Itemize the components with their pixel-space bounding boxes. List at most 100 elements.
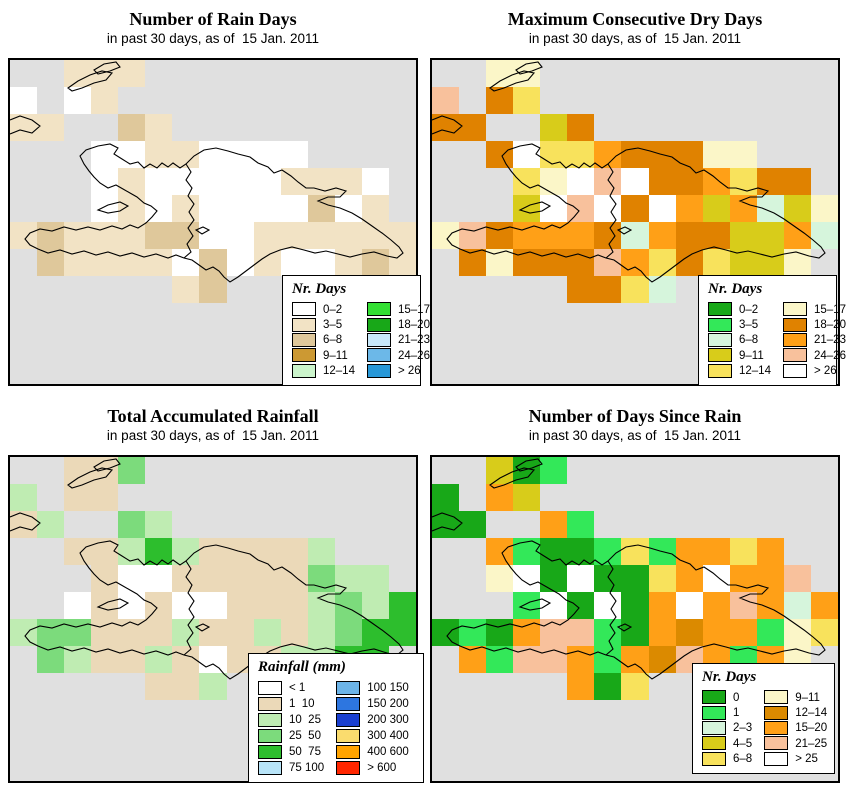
map-cell <box>540 538 568 565</box>
map-cell <box>199 700 226 727</box>
legend-swatch <box>366 363 391 378</box>
map-cell <box>486 249 514 276</box>
map-cell <box>513 357 540 384</box>
map-cell <box>91 457 119 484</box>
map-cell <box>648 646 676 673</box>
legend-swatch <box>336 760 361 775</box>
map-cell <box>459 168 486 195</box>
map-cell <box>567 727 594 754</box>
map-cell <box>540 511 568 538</box>
legend-row: 15–17 <box>782 302 846 317</box>
map-cell <box>334 168 362 195</box>
map-cell <box>432 592 459 619</box>
map-cell <box>308 484 335 511</box>
panel-subtitle: in past 30 days, as of 15 Jan. 2011 <box>106 31 320 46</box>
map-cell <box>253 538 281 565</box>
map-cell <box>513 168 541 195</box>
map-cell <box>811 114 838 141</box>
map-cell <box>280 195 308 222</box>
map-cell <box>486 114 513 141</box>
map-cell <box>362 484 389 511</box>
map-cell <box>254 60 281 87</box>
map-cell <box>91 195 119 222</box>
map-cell <box>594 727 621 754</box>
legend: Nr. Days 0–2 3–5 6–8 9–11 12–14 15–17 18–20 21–… <box>282 275 430 386</box>
map-cell <box>64 592 92 619</box>
map-cell <box>37 168 64 195</box>
map-cell <box>540 249 568 276</box>
map-cell <box>675 565 703 592</box>
legend-swatch <box>782 363 807 378</box>
map-cell <box>513 592 541 619</box>
map-cell <box>594 511 621 538</box>
map-cell <box>540 141 568 168</box>
legend-label: 4–5 <box>733 737 753 750</box>
map-cell <box>730 484 757 511</box>
map-cell <box>172 592 200 619</box>
map-cell <box>649 700 676 727</box>
map-cell <box>459 592 486 619</box>
map-cell <box>432 141 459 168</box>
map-cell <box>648 222 676 249</box>
map-cell <box>621 754 648 781</box>
map-cell <box>675 249 703 276</box>
map-cell <box>145 114 173 141</box>
map-cell <box>810 592 838 619</box>
map-cell <box>227 60 254 87</box>
map-cell <box>172 276 200 303</box>
map-cell <box>459 457 486 484</box>
legend-swatch <box>258 760 282 775</box>
map-cell <box>567 592 595 619</box>
map-cell <box>432 484 460 511</box>
map-cell <box>280 141 308 168</box>
map-cell <box>567 168 595 195</box>
map-cell <box>307 249 335 276</box>
map-cell <box>432 754 459 781</box>
map-cell <box>172 168 200 195</box>
map-cell <box>64 195 91 222</box>
map-cell <box>172 457 199 484</box>
map-cell <box>362 141 389 168</box>
map-cell <box>64 484 92 511</box>
map-cell <box>199 330 226 357</box>
legend-swatch <box>336 712 361 727</box>
map-cell <box>540 357 567 384</box>
map-cell <box>513 330 540 357</box>
map-cell <box>227 303 254 330</box>
map-cell <box>540 484 567 511</box>
map-cell <box>91 673 118 700</box>
panel-header: Number of Rain Days in past 30 days, as … <box>8 8 418 58</box>
map-cell <box>145 700 172 727</box>
map-cell <box>784 87 811 114</box>
map-cell <box>730 511 757 538</box>
map-cell <box>145 484 172 511</box>
panel-days-since-rain: Number of Days Since Rain in past 30 day… <box>430 405 840 783</box>
legend-swatch <box>336 744 361 759</box>
map-cell <box>37 87 64 114</box>
legend-title: Rainfall (mm) <box>258 659 346 675</box>
map-cell <box>308 114 335 141</box>
map-cell <box>64 727 91 754</box>
map-cell <box>432 357 459 384</box>
map-cell <box>253 168 281 195</box>
map-cell <box>459 673 486 700</box>
map-cell <box>64 249 92 276</box>
map-cell <box>145 195 173 222</box>
map-cell <box>676 457 703 484</box>
map-cell <box>64 303 91 330</box>
map-cell <box>432 249 459 276</box>
map-cell <box>118 511 146 538</box>
map-cell <box>513 195 541 222</box>
legend-swatch <box>764 736 789 751</box>
map-cell <box>459 357 486 384</box>
map-cell <box>64 646 92 673</box>
map-cell <box>10 457 37 484</box>
map-cell <box>513 141 541 168</box>
map-cell <box>389 511 416 538</box>
legend-row: > 26 <box>366 363 430 379</box>
map-cell <box>118 592 146 619</box>
map-cell <box>757 87 784 114</box>
map-cell <box>37 357 64 384</box>
map-cell <box>540 87 567 114</box>
legend-label: 12–14 <box>795 707 828 720</box>
